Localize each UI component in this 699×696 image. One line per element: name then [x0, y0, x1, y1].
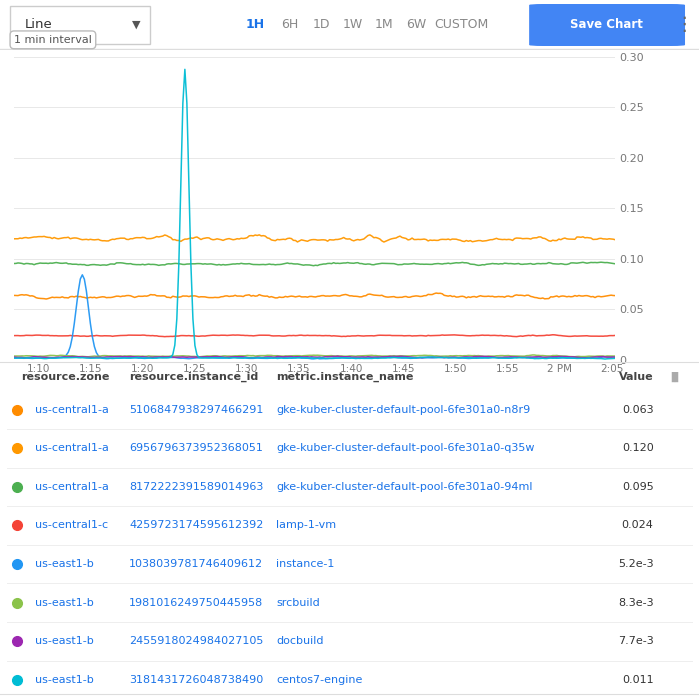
Text: ⋮: ⋮: [674, 15, 693, 35]
Text: us-central1-a: us-central1-a: [35, 404, 109, 415]
Text: gke-kuber-cluster-default-pool-6fe301a0-94ml: gke-kuber-cluster-default-pool-6fe301a0-…: [276, 482, 533, 492]
Text: gke-kuber-cluster-default-pool-6fe301a0-q35w: gke-kuber-cluster-default-pool-6fe301a0-…: [276, 443, 535, 453]
Text: 3181431726048738490: 3181431726048738490: [129, 675, 264, 685]
Text: docbuild: docbuild: [276, 636, 324, 647]
Text: us-east1-b: us-east1-b: [35, 598, 94, 608]
Text: us-central1-c: us-central1-c: [35, 521, 108, 530]
Text: us-central1-a: us-central1-a: [35, 443, 109, 453]
Text: us-east1-b: us-east1-b: [35, 675, 94, 685]
Text: us-central1-a: us-central1-a: [35, 482, 109, 492]
Text: 1038039781746409612: 1038039781746409612: [129, 559, 264, 569]
Text: 0.120: 0.120: [622, 443, 654, 453]
Text: ▐▌: ▐▌: [667, 372, 682, 382]
Text: gke-kuber-cluster-default-pool-6fe301a0-n8r9: gke-kuber-cluster-default-pool-6fe301a0-…: [276, 404, 531, 415]
Text: CUSTOM: CUSTOM: [434, 19, 489, 31]
Text: 0.095: 0.095: [622, 482, 654, 492]
Text: 4259723174595612392: 4259723174595612392: [129, 521, 264, 530]
Text: 6H: 6H: [282, 19, 298, 31]
Text: ▼: ▼: [132, 20, 140, 30]
Text: metric.instance_name: metric.instance_name: [276, 372, 414, 382]
Text: resource.zone: resource.zone: [21, 372, 109, 382]
Text: instance-1: instance-1: [276, 559, 335, 569]
Text: Value: Value: [619, 372, 654, 382]
Text: 5.2e-3: 5.2e-3: [618, 559, 654, 569]
Text: centos7-engine: centos7-engine: [276, 675, 363, 685]
Text: 8172222391589014963: 8172222391589014963: [129, 482, 264, 492]
Text: Line: Line: [24, 19, 52, 31]
Text: lamp-1-vm: lamp-1-vm: [276, 521, 336, 530]
Text: 1H: 1H: [245, 19, 265, 31]
Text: 0.024: 0.024: [621, 521, 654, 530]
Text: us-east1-b: us-east1-b: [35, 636, 94, 647]
Text: 1 min interval: 1 min interval: [14, 35, 92, 45]
Text: 1D: 1D: [312, 19, 331, 31]
Text: 6W: 6W: [406, 19, 426, 31]
Text: 8.3e-3: 8.3e-3: [618, 598, 654, 608]
Text: 0.011: 0.011: [622, 675, 654, 685]
Text: 1981016249750445958: 1981016249750445958: [129, 598, 264, 608]
Text: 1M: 1M: [375, 19, 394, 31]
FancyBboxPatch shape: [529, 4, 685, 46]
Text: 2455918024984027105: 2455918024984027105: [129, 636, 264, 647]
Text: Save Chart: Save Chart: [570, 19, 643, 31]
Text: 0.063: 0.063: [622, 404, 654, 415]
Text: 1W: 1W: [343, 19, 363, 31]
Text: 7.7e-3: 7.7e-3: [618, 636, 654, 647]
Text: srcbuild: srcbuild: [276, 598, 320, 608]
Text: us-east1-b: us-east1-b: [35, 559, 94, 569]
FancyBboxPatch shape: [10, 6, 150, 44]
Text: resource.instance_id: resource.instance_id: [129, 372, 259, 382]
Text: 6956796373952368051: 6956796373952368051: [129, 443, 264, 453]
Text: 5106847938297466291: 5106847938297466291: [129, 404, 264, 415]
